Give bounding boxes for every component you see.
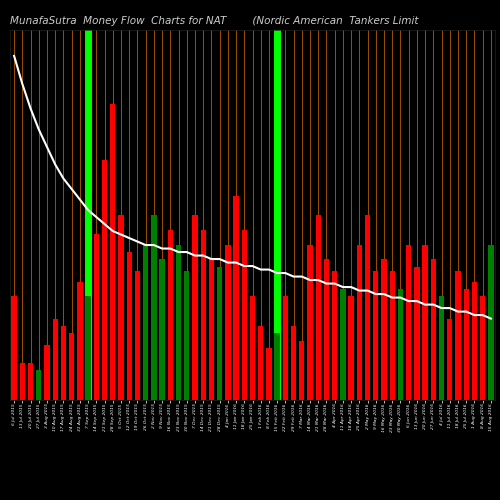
Bar xyxy=(94,234,99,400)
Bar xyxy=(44,344,50,400)
Bar xyxy=(258,326,264,400)
Bar xyxy=(324,260,329,400)
Bar xyxy=(488,244,494,400)
Bar xyxy=(20,363,25,400)
Bar xyxy=(340,289,345,400)
Bar xyxy=(398,289,403,400)
Bar xyxy=(28,363,33,400)
Bar xyxy=(422,244,428,400)
Bar xyxy=(430,260,436,400)
Bar xyxy=(447,318,452,400)
Bar xyxy=(439,296,444,400)
Bar xyxy=(299,341,304,400)
Text: MunafaSutra  Money Flow  Charts for NAT        (Nordic American  Tankers Limit: MunafaSutra Money Flow Charts for NAT (N… xyxy=(10,16,418,26)
Bar xyxy=(52,318,58,400)
Bar xyxy=(332,270,338,400)
Bar xyxy=(348,296,354,400)
Bar xyxy=(176,244,181,400)
Bar xyxy=(151,215,156,400)
Bar xyxy=(480,296,486,400)
Bar xyxy=(373,270,378,400)
Bar xyxy=(308,244,312,400)
Bar xyxy=(282,296,288,400)
Bar xyxy=(217,267,222,400)
Bar xyxy=(77,282,82,400)
Bar xyxy=(126,252,132,400)
Bar xyxy=(12,296,17,400)
Bar xyxy=(61,326,66,400)
Bar xyxy=(472,282,477,400)
Bar xyxy=(102,160,107,400)
Bar xyxy=(86,296,91,400)
Bar xyxy=(69,334,74,400)
Bar xyxy=(316,215,321,400)
Bar xyxy=(365,215,370,400)
Bar xyxy=(110,104,116,400)
Bar xyxy=(118,215,124,400)
Bar xyxy=(200,230,206,400)
Bar xyxy=(184,270,190,400)
Bar xyxy=(390,270,395,400)
Bar xyxy=(406,244,411,400)
Bar xyxy=(291,326,296,400)
Bar xyxy=(134,270,140,400)
Bar xyxy=(464,289,469,400)
Bar xyxy=(36,370,42,400)
Bar xyxy=(225,244,230,400)
Bar xyxy=(208,260,214,400)
Bar xyxy=(242,230,247,400)
Bar xyxy=(160,260,164,400)
Bar xyxy=(456,270,460,400)
Bar xyxy=(356,244,362,400)
Bar xyxy=(250,296,255,400)
Bar xyxy=(168,230,173,400)
Bar xyxy=(143,244,148,400)
Bar xyxy=(274,334,280,400)
Bar xyxy=(414,267,420,400)
Bar xyxy=(234,196,238,400)
Bar xyxy=(382,260,386,400)
Bar xyxy=(192,215,198,400)
Bar xyxy=(266,348,272,400)
